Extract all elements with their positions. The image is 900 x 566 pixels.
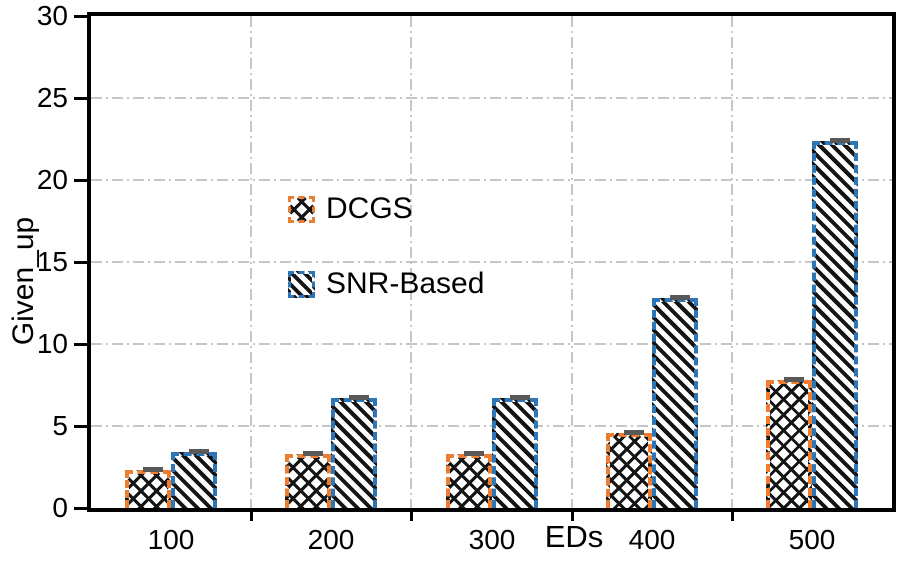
legend-label-dcgs: DCGS: [326, 192, 413, 225]
plot-area: [87, 12, 896, 512]
error-cap-dcgs-200: [303, 451, 323, 456]
legend-item-dcgs: DCGS: [288, 193, 413, 225]
bar-dcgs-500: [766, 380, 812, 508]
bar-dcgs-400: [606, 433, 652, 508]
error-cap-snr-based-400: [670, 295, 690, 300]
y-tick-label: 0: [52, 492, 68, 523]
y-axis-tick: [74, 179, 87, 182]
y-axis-tick: [74, 97, 87, 100]
error-cap-dcgs-300: [464, 451, 484, 456]
y-axis-tick: [74, 425, 87, 428]
x-tick-label: 500: [788, 524, 836, 555]
vertical-gridline: [250, 16, 252, 508]
horizontal-gridline: [91, 425, 892, 427]
vertical-gridline: [410, 16, 412, 508]
error-cap-snr-based-200: [349, 395, 369, 400]
snr-based-legend-swatch-icon: [288, 270, 315, 298]
error-cap-dcgs-400: [624, 430, 644, 435]
bar-snr-based-500: [812, 141, 858, 508]
bar-snr-based-200: [331, 398, 377, 508]
y-tick-label: 15: [36, 246, 68, 277]
bar-snr-based-400: [652, 298, 698, 508]
bar-dcgs-100: [125, 470, 171, 508]
y-tick-label: 30: [36, 0, 68, 32]
x-axis-tick: [250, 512, 253, 521]
bar-snr-based-300: [492, 398, 538, 508]
x-tick-label: 200: [307, 524, 355, 555]
bar-dcgs-300: [446, 454, 492, 508]
x-axis-tick: [410, 512, 413, 521]
error-cap-snr-based-500: [830, 138, 850, 143]
y-tick-label: 25: [36, 82, 68, 113]
error-cap-snr-based-100: [189, 449, 209, 454]
legend-item-snr-based: SNR-Based: [288, 268, 484, 300]
error-cap-dcgs-100: [143, 467, 163, 472]
y-axis-tick: [74, 261, 87, 264]
horizontal-gridline: [91, 261, 892, 263]
error-cap-dcgs-500: [784, 377, 804, 382]
x-tick-label: 300: [468, 524, 516, 555]
x-axis-title: EDs: [544, 519, 604, 554]
y-axis-title: Given_up: [7, 216, 40, 346]
horizontal-gridline: [91, 343, 892, 345]
x-tick-label: 100: [147, 524, 195, 555]
y-axis-tick: [74, 507, 87, 510]
dcgs-legend-swatch-icon: [288, 195, 315, 223]
legend-label-snr-based: SNR-Based: [326, 267, 485, 300]
bar-dcgs-200: [285, 454, 331, 508]
horizontal-gridline: [91, 97, 892, 99]
x-tick-label: 400: [628, 524, 676, 555]
bar-snr-based-100: [171, 452, 217, 508]
x-axis-tick: [571, 512, 574, 521]
y-tick-label: 20: [36, 164, 68, 195]
y-tick-label: 10: [36, 328, 68, 359]
y-axis-tick: [74, 15, 87, 18]
y-tick-label: 5: [52, 410, 68, 441]
horizontal-gridline: [91, 179, 892, 181]
vertical-gridline: [571, 16, 573, 508]
error-cap-snr-based-300: [510, 395, 530, 400]
y-axis-tick: [74, 343, 87, 346]
vertical-gridline: [731, 16, 733, 508]
x-axis-tick: [731, 512, 734, 521]
